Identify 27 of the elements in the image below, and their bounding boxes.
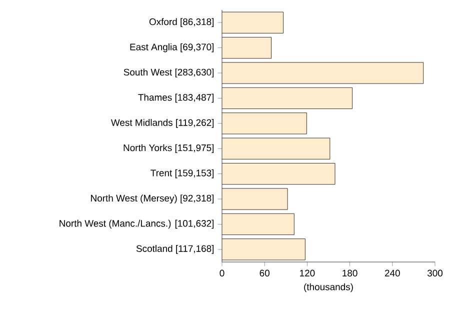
x-tick-label: 0 — [220, 270, 224, 276]
y-tick-label: South West [283,630] — [124, 68, 214, 78]
y-tick-label: Thames [183,487] — [138, 94, 214, 103]
y-tick-label: North West (Mersey) [92,318] — [91, 194, 214, 204]
bar — [222, 188, 288, 210]
x-tick-label: 300 — [427, 270, 443, 276]
bar — [222, 238, 306, 260]
x-tick-label: 120 — [300, 270, 315, 276]
y-tick-label: Oxford [86,318] — [149, 18, 214, 28]
y-tick-label: East Anglia [69,370] — [130, 43, 214, 52]
bar — [222, 62, 424, 84]
x-tick-label: 240 — [384, 270, 400, 276]
bar — [222, 87, 352, 109]
bar — [222, 112, 307, 134]
bar — [222, 163, 336, 185]
y-tick-label: Trent [159,153] — [150, 169, 214, 178]
y-tick-label: North West (Manc./Lancs.) [101,632] — [60, 220, 214, 229]
bar — [222, 213, 294, 235]
bar — [222, 138, 330, 160]
x-tick-label: 180 — [342, 270, 358, 276]
y-tick-label: North Yorks [151,975] — [124, 144, 214, 154]
x-axis-title: (thousands) — [304, 283, 353, 292]
bar — [222, 12, 284, 34]
y-tick-label: Scotland [117,168] — [136, 244, 214, 254]
x-tick-label: 60 — [260, 270, 270, 276]
y-tick-label: West Midlands [119,262] — [110, 118, 214, 128]
bar — [222, 37, 272, 59]
